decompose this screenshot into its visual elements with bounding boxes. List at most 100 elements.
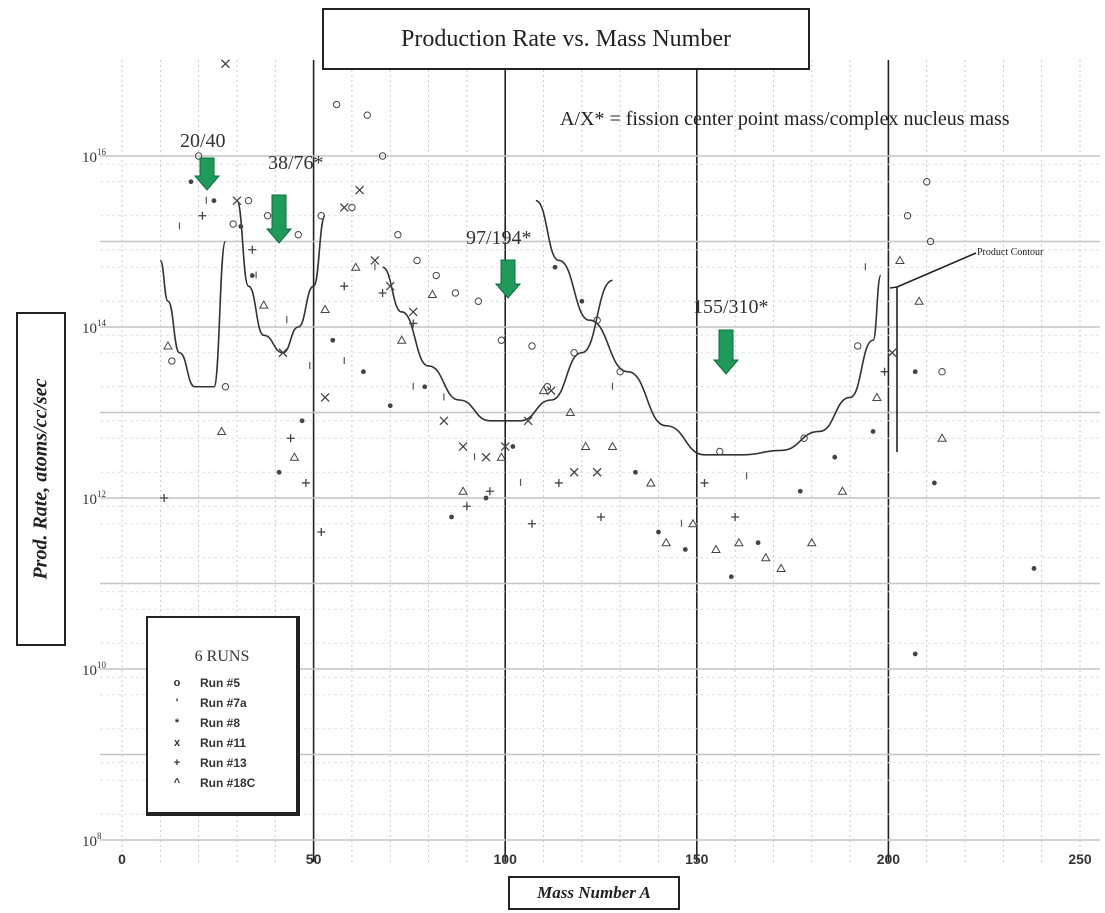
data-point: [229, 220, 237, 228]
marker-star: [797, 488, 803, 494]
data-point: [887, 348, 897, 358]
data-point: [543, 383, 552, 391]
marker-plus: [880, 367, 889, 376]
marker-x: [546, 386, 556, 396]
data-point: [221, 59, 230, 69]
data-point: [837, 486, 848, 495]
marker-circle: [923, 178, 931, 186]
data-point: [931, 480, 937, 486]
chart-title: Production Rate vs. Mass Number: [322, 8, 810, 70]
data-point: [579, 298, 585, 304]
annotation-arrows: [193, 157, 740, 375]
marker-triangle: [914, 296, 924, 305]
annotation-97-194: 97/194*: [466, 227, 532, 249]
marker-x: [278, 348, 288, 358]
marker-triangle: [289, 452, 300, 461]
data-point: [320, 392, 330, 402]
data-point: [160, 494, 169, 502]
data-point: [330, 337, 336, 343]
fission-note: A/X* = fission center point mass/complex…: [560, 108, 1010, 130]
marker-x: [221, 59, 230, 69]
marker-star: [912, 369, 918, 375]
marker-x: [458, 442, 468, 451]
marker-plus: [286, 434, 295, 443]
marker-circle: [363, 111, 371, 119]
contour-curve: [159, 240, 227, 388]
marker-circle: [378, 152, 387, 160]
green-arrow-icon: [265, 194, 293, 244]
data-point: [912, 651, 918, 657]
marker-plus: [301, 478, 310, 487]
data-point: [806, 537, 817, 547]
y-tick-exponent: 8: [97, 831, 102, 841]
marker-triangle: [258, 300, 269, 309]
marker-circle: [528, 342, 536, 350]
marker-plus: [528, 519, 537, 528]
marker-star: [510, 444, 516, 449]
marker-star: [238, 224, 244, 229]
x-tick-label: 100: [494, 851, 518, 867]
data-point: [408, 307, 418, 317]
data-point: [221, 383, 230, 391]
legend-item: + Run #13: [168, 754, 247, 772]
green-arrow-icon: [712, 329, 740, 375]
x-tick-label: 0: [118, 851, 126, 867]
marker-circle: [229, 220, 237, 228]
marker-triangle: [776, 563, 786, 572]
data-point: [633, 469, 638, 475]
marker-circle: [903, 212, 912, 220]
data-point: [385, 281, 395, 291]
data-point: [340, 282, 349, 291]
marker-x: [385, 281, 395, 291]
marker-star: [276, 469, 282, 475]
marker-x: [569, 467, 579, 477]
legend-label: Run #13: [200, 756, 247, 770]
marker-star: [728, 574, 734, 580]
data-point: [427, 289, 438, 298]
data-point: [523, 416, 533, 426]
data-point: [854, 342, 862, 350]
annotation-38-76: 38/76*: [268, 152, 324, 174]
marker-x: [355, 185, 365, 195]
marker-circle: [294, 231, 302, 239]
marker-circle: [221, 383, 230, 391]
annotation-155-310: 155/310*: [693, 296, 769, 318]
legend-marker-triangle: ^: [173, 777, 181, 789]
marker-circle: [394, 231, 402, 239]
data-point: [462, 502, 471, 511]
data-point: [361, 369, 366, 375]
data-point: [394, 231, 402, 239]
data-point: [914, 296, 924, 305]
data-point: [294, 231, 302, 239]
marker-triangle: [937, 433, 947, 442]
marker-star: [387, 403, 393, 409]
marker-x: [481, 452, 491, 462]
data-point: [711, 544, 721, 553]
marker-circle: [413, 256, 421, 265]
data-point: [661, 537, 672, 547]
data-point: [370, 256, 380, 265]
marker-circle: [244, 197, 253, 205]
data-point: [320, 304, 330, 314]
marker-circle: [263, 212, 272, 220]
marker-plus: [700, 478, 709, 487]
data-point: [607, 441, 618, 451]
marker-circle: [451, 289, 460, 297]
data-point: [194, 152, 203, 160]
data-point: [734, 537, 744, 547]
marker-triangle: [837, 486, 848, 495]
marker-star: [656, 529, 661, 535]
data-point: [580, 441, 591, 451]
y-tick-label: 1012: [82, 489, 106, 508]
x-axis-label: Mass Number A: [508, 876, 680, 910]
data-point: [755, 540, 761, 546]
marker-triangle: [580, 441, 591, 451]
marker-triangle: [320, 304, 330, 314]
product-contours: [159, 199, 977, 456]
contour-curve: [382, 266, 613, 422]
marker-star: [211, 198, 217, 204]
marker-circle: [593, 316, 601, 324]
marker-triangle: [711, 544, 721, 553]
data-point: [458, 442, 468, 451]
